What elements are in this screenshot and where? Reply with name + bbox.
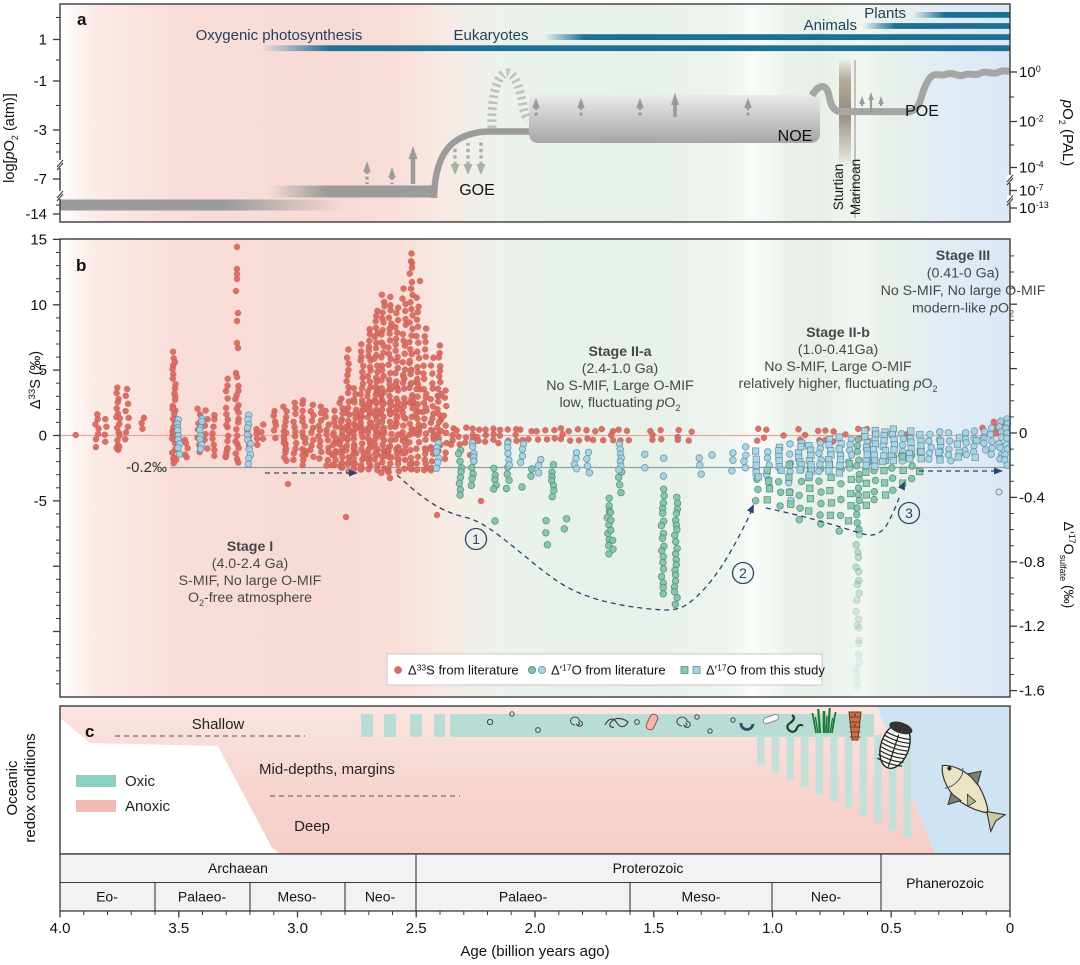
svg-text:5: 5 [39, 362, 47, 379]
svg-text:Stage II-a: Stage II-a [588, 344, 651, 360]
svg-text:Δ33S (‰): Δ33S (‰) [27, 351, 44, 409]
svg-text:0.5: 0.5 [881, 920, 902, 937]
svg-text:Marinoan: Marinoan [848, 159, 863, 215]
svg-text:No S-MIF, Large O-MIF: No S-MIF, Large O-MIF [546, 378, 694, 394]
svg-text:Palaeo-: Palaeo- [499, 889, 548, 905]
svg-text:a: a [77, 10, 87, 29]
svg-text:Meso-: Meso- [682, 889, 721, 905]
svg-text:Stage III: Stage III [936, 248, 990, 264]
svg-text:1.0: 1.0 [762, 920, 783, 937]
svg-text:NOE: NOE [778, 128, 813, 145]
svg-text:Proterozoic: Proterozoic [613, 860, 684, 876]
svg-text:S-MIF, No large O-MIF: S-MIF, No large O-MIF [179, 573, 322, 589]
svg-text:Eo-: Eo- [96, 889, 118, 905]
svg-text:Stage II-b: Stage II-b [806, 325, 870, 341]
svg-text:-0.8: -0.8 [1019, 554, 1045, 571]
svg-text:4.0: 4.0 [50, 920, 71, 937]
svg-text:-0.4: -0.4 [1019, 489, 1045, 506]
svg-text:3.0: 3.0 [287, 920, 308, 937]
svg-text:POE: POE [905, 103, 939, 120]
svg-text:Neo-: Neo- [365, 889, 396, 905]
svg-text:Mid-depths, margins: Mid-depths, margins [259, 761, 395, 778]
svg-text:Δʹ17O from literature: Δʹ17O from literature [551, 663, 666, 678]
svg-text:-1.6: -1.6 [1019, 683, 1045, 700]
svg-text:Phanerozoic: Phanerozoic [906, 875, 984, 891]
svg-text:2.5: 2.5 [406, 920, 427, 937]
svg-text:low, fluctuating pO2: low, fluctuating pO2 [560, 395, 681, 413]
svg-text:(0.41-0 Ga): (0.41-0 Ga) [927, 266, 1000, 282]
svg-text:Oceanic: Oceanic [4, 760, 21, 816]
svg-text:15: 15 [30, 231, 47, 248]
svg-text:Δʹ17Osulfate (‰): Δʹ17Osulfate (‰) [1058, 522, 1077, 609]
svg-text:1: 1 [39, 32, 47, 49]
svg-text:-1: -1 [34, 73, 47, 90]
svg-text:redox conditions: redox conditions [22, 733, 39, 842]
svg-text:No S-MIF, No large O-MIF: No S-MIF, No large O-MIF [881, 283, 1046, 299]
svg-text:No S-MIF, Large O-MIF: No S-MIF, Large O-MIF [764, 359, 912, 375]
svg-text:Meso-: Meso- [278, 889, 317, 905]
svg-text:Δ33S from literature: Δ33S from literature [408, 663, 519, 678]
svg-text:Oxic: Oxic [125, 773, 156, 790]
svg-text:-7: -7 [34, 171, 47, 188]
svg-text:GOE: GOE [459, 182, 495, 199]
svg-text:0: 0 [1006, 920, 1014, 937]
svg-text:3.5: 3.5 [168, 920, 189, 937]
svg-text:3: 3 [905, 505, 913, 521]
svg-text:c: c [85, 722, 94, 741]
svg-text:Δʹ17O from this study: Δʹ17O from this study [706, 663, 825, 678]
svg-text:0: 0 [1019, 425, 1027, 442]
svg-text:2: 2 [739, 565, 747, 581]
svg-text:(4.0-2.4 Ga): (4.0-2.4 Ga) [212, 556, 289, 572]
svg-text:1.5: 1.5 [643, 920, 664, 937]
svg-text:Palaeo-: Palaeo- [178, 889, 227, 905]
svg-text:b: b [76, 256, 86, 275]
svg-text:(2.4-1.0 Ga): (2.4-1.0 Ga) [582, 361, 659, 377]
svg-text:Anoxic: Anoxic [125, 798, 171, 815]
svg-text:0: 0 [39, 428, 47, 445]
svg-text:Shallow: Shallow [192, 716, 245, 733]
svg-text:10: 10 [30, 297, 47, 314]
svg-text:-5: -5 [34, 493, 47, 510]
svg-text:Deep: Deep [294, 818, 330, 835]
svg-text:-0.2‰: -0.2‰ [126, 459, 167, 476]
svg-text:relatively higher, fluctuating: relatively higher, fluctuating pO2 [738, 376, 937, 394]
svg-text:-14: -14 [25, 206, 47, 223]
svg-text:Plants: Plants [864, 5, 906, 22]
svg-text:pO2 (PAL): pO2 (PAL) [1057, 99, 1076, 166]
svg-text:modern-like pO2: modern-like pO2 [912, 301, 1014, 319]
svg-text:2.0: 2.0 [525, 920, 546, 937]
svg-text:Sturtian: Sturtian [831, 164, 846, 211]
svg-text:Animals: Animals [804, 17, 857, 34]
svg-text:-1.2: -1.2 [1019, 618, 1045, 635]
svg-text:Oxygenic photosynthesis: Oxygenic photosynthesis [196, 27, 363, 44]
svg-text:Stage I: Stage I [227, 539, 274, 555]
svg-text:-3: -3 [34, 122, 47, 139]
svg-text:1: 1 [472, 531, 480, 547]
svg-text:log[pO2 (atm)]: log[pO2 (atm)] [2, 93, 20, 183]
svg-text:Archaean: Archaean [208, 860, 268, 876]
svg-text:100: 100 [1019, 64, 1041, 81]
svg-text:(1.0-0.41Ga): (1.0-0.41Ga) [798, 342, 878, 358]
svg-text:O2-free atmosphere: O2-free atmosphere [188, 590, 312, 608]
svg-text:Age (billion years ago): Age (billion years ago) [460, 943, 609, 960]
svg-text:Eukaryotes: Eukaryotes [453, 27, 528, 44]
svg-text:Neo-: Neo- [811, 889, 842, 905]
